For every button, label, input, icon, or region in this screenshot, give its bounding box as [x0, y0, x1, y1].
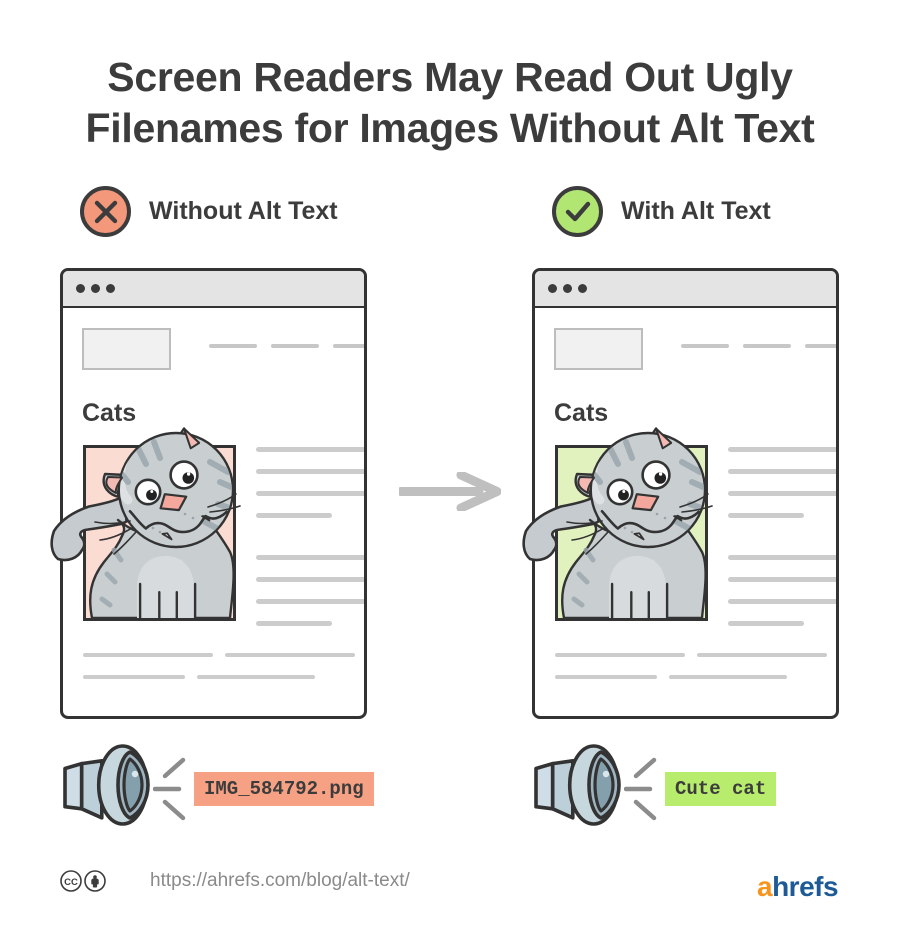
svg-text:CC: CC [64, 877, 78, 888]
